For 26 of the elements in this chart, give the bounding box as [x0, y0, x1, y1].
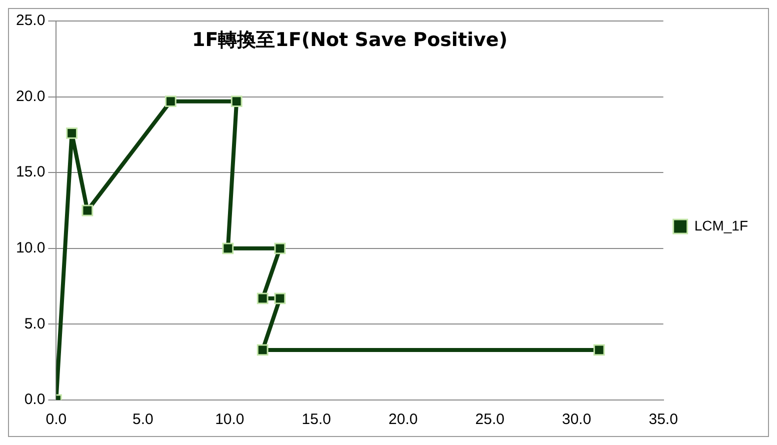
- x-tick-label: 5.0: [132, 411, 154, 428]
- x-tick-label: 30.0: [562, 411, 592, 428]
- point: [256, 292, 268, 304]
- point: [230, 96, 242, 108]
- point: [274, 292, 286, 304]
- point: [256, 344, 268, 356]
- point: [593, 344, 605, 356]
- x-tick-label: 35.0: [648, 411, 678, 428]
- point: [222, 242, 234, 254]
- y-tick-label: 10.0: [16, 240, 46, 257]
- point: [164, 96, 176, 108]
- chart-title: 1F轉換至1F(Not Save Positive): [192, 28, 508, 51]
- point: [82, 204, 94, 216]
- x-tick-label: 10.0: [215, 411, 244, 428]
- y-tick-label: 20.0: [16, 88, 46, 105]
- y-tick-label: 25.0: [16, 12, 46, 30]
- y-tick-label: 5.0: [24, 315, 46, 332]
- point: [66, 127, 78, 139]
- point: [274, 242, 286, 254]
- y-tick-label: 15.0: [16, 164, 46, 181]
- legend-label: LCM_1F: [694, 217, 748, 234]
- x-tick-label: 15.0: [302, 411, 331, 428]
- x-tick-label: 25.0: [475, 411, 504, 428]
- x-tick-label: 0.0: [46, 411, 67, 428]
- x-tick-label: 20.0: [388, 411, 418, 428]
- y-tick-label: 0.0: [24, 391, 46, 408]
